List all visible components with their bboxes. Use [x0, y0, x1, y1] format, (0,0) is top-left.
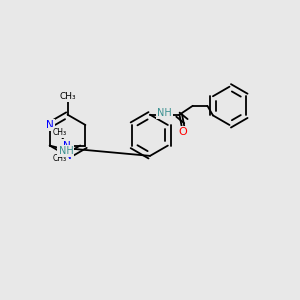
Text: N: N [46, 120, 54, 130]
Text: CH₃: CH₃ [52, 128, 66, 137]
Text: CH₃: CH₃ [52, 154, 66, 163]
Text: CH₃: CH₃ [59, 92, 76, 101]
Text: NH: NH [157, 108, 172, 118]
Text: N: N [63, 141, 71, 151]
Text: N: N [64, 151, 71, 161]
Text: O: O [178, 127, 187, 137]
Text: NH: NH [58, 146, 73, 156]
